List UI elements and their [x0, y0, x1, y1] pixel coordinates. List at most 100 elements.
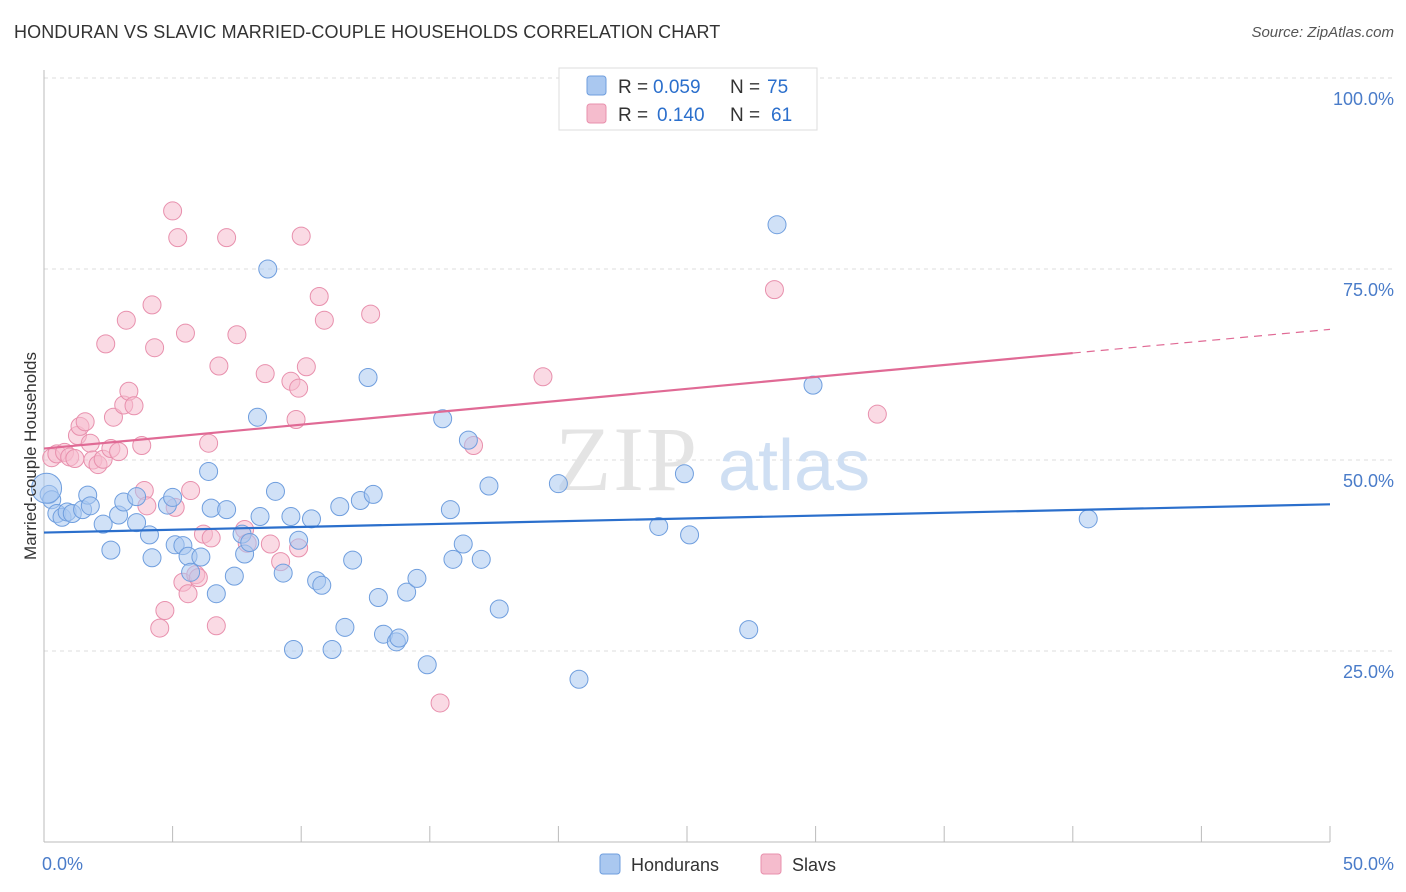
data-point	[764, 280, 784, 300]
data-point	[291, 226, 311, 246]
data-point	[258, 259, 278, 279]
data-point	[281, 507, 301, 527]
chart-source: Source: ZipAtlas.com	[1251, 24, 1394, 41]
data-point	[178, 584, 198, 604]
data-point	[273, 563, 293, 583]
data-point	[430, 693, 450, 713]
data-point	[343, 550, 363, 570]
x-tick-label-min: 0.0%	[42, 854, 83, 874]
data-point	[417, 655, 437, 675]
data-point	[569, 669, 589, 689]
data-point	[265, 481, 285, 501]
data-point	[227, 325, 247, 345]
data-point	[283, 639, 303, 659]
data-point	[142, 295, 162, 315]
legend-r-label-2: R =	[618, 105, 648, 126]
y-axis-label: Married-couple Households	[21, 352, 40, 560]
data-point	[206, 584, 226, 604]
data-point	[440, 500, 460, 520]
data-point	[479, 476, 499, 496]
bottom-legend-slavs: Slavs	[792, 855, 836, 875]
data-point	[175, 323, 195, 343]
data-point	[209, 356, 229, 376]
data-point	[330, 497, 350, 517]
data-point	[116, 310, 136, 330]
data-point	[489, 599, 509, 619]
data-point	[142, 548, 162, 568]
data-point	[471, 549, 491, 569]
data-point	[322, 639, 342, 659]
data-point	[680, 525, 700, 545]
data-point	[533, 367, 553, 387]
data-point	[389, 628, 409, 648]
series-legend: Hondurans Slavs	[599, 853, 836, 875]
data-point	[296, 357, 316, 377]
data-point	[240, 533, 260, 553]
y-tick-label-25: 25.0%	[1343, 662, 1394, 682]
data-point	[103, 407, 123, 427]
data-point	[674, 464, 694, 484]
data-point	[181, 481, 201, 501]
data-point	[206, 616, 226, 636]
data-point	[433, 409, 453, 429]
legend-n-value-2: 61	[771, 105, 792, 126]
data-point	[65, 448, 85, 468]
data-point	[224, 566, 244, 586]
legend-n-value-1: 75	[767, 77, 788, 98]
y-tick-label-100: 100.0%	[1333, 89, 1394, 109]
data-point	[1078, 509, 1098, 529]
watermark-zip: ZIP	[555, 408, 699, 510]
slavs-trend-line	[43, 351, 1073, 450]
legend-n-label-2: N =	[730, 105, 760, 126]
data-point	[443, 549, 463, 569]
data-point	[407, 568, 427, 588]
data-point	[358, 367, 378, 387]
data-point	[181, 562, 201, 582]
data-point	[397, 582, 417, 602]
data-point	[31, 472, 63, 504]
data-point	[139, 525, 159, 545]
hondurans-trend-line	[43, 503, 1331, 534]
bottom-legend-swatch-hondurans	[599, 853, 621, 875]
data-point	[363, 484, 383, 504]
x-ticks	[172, 826, 1331, 842]
legend-n-label-1: N =	[730, 77, 760, 98]
legend-swatch-slavs	[586, 103, 607, 124]
data-point	[739, 620, 759, 640]
data-point	[150, 618, 170, 638]
data-point	[453, 534, 473, 554]
data-point	[101, 540, 121, 560]
hondurans-points	[31, 215, 1098, 689]
data-point	[260, 534, 280, 554]
data-point	[75, 412, 95, 432]
data-point	[145, 338, 165, 358]
data-point	[109, 442, 129, 462]
data-point	[199, 461, 219, 481]
data-point	[191, 547, 211, 567]
legend-r-label-1: R =	[618, 77, 648, 98]
data-point	[80, 496, 100, 516]
data-point	[867, 404, 887, 424]
data-point	[312, 575, 332, 595]
y-tick-labels: 25.0% 50.0% 75.0% 100.0%	[1333, 89, 1394, 682]
data-point	[458, 430, 478, 450]
data-point	[96, 334, 116, 354]
data-point	[199, 433, 219, 453]
data-point	[335, 617, 355, 637]
legend-r-value-2: 0.140	[657, 105, 705, 126]
legend-r-value-1: 0.059	[653, 77, 701, 98]
data-point	[289, 378, 309, 398]
watermark-atlas: atlas	[718, 426, 870, 506]
data-point	[155, 601, 175, 621]
chart-title: HONDURAN VS SLAVIC MARRIED-COUPLE HOUSEH…	[14, 22, 721, 42]
data-point	[168, 228, 188, 248]
data-point	[255, 364, 275, 384]
data-point	[289, 530, 309, 550]
bottom-legend-hondurans: Hondurans	[631, 855, 719, 875]
data-point	[368, 588, 388, 608]
data-point	[163, 487, 183, 507]
data-point	[247, 407, 267, 427]
data-point	[314, 310, 334, 330]
data-point	[649, 516, 669, 536]
